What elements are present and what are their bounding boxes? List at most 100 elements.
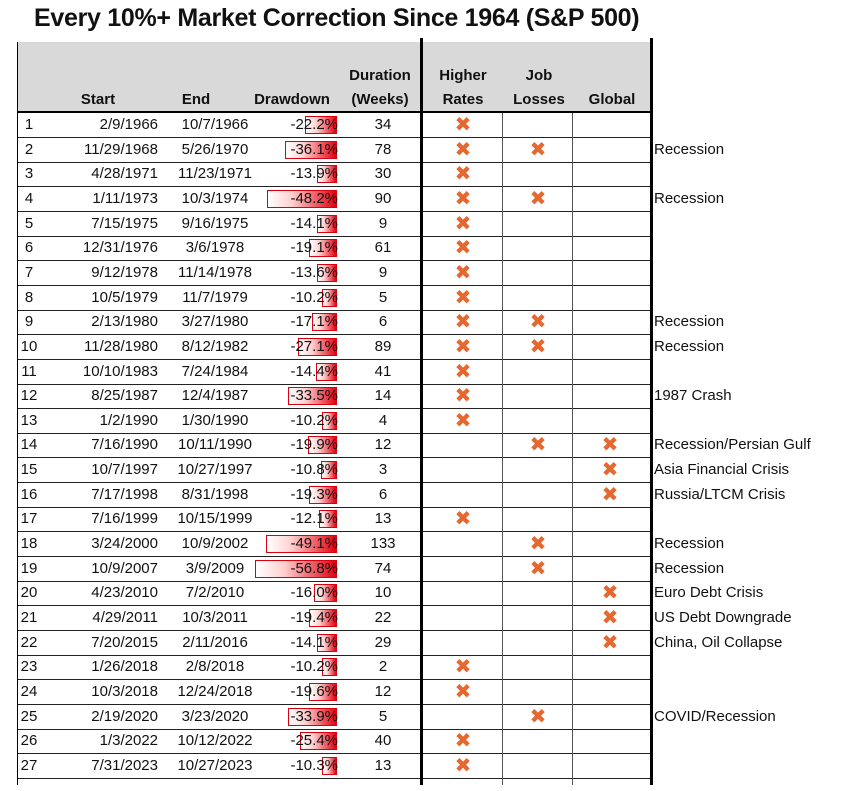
table-row: 4 1/11/1973 10/3/1974 -48.2% 90 ✖ ✖ bbox=[18, 187, 650, 212]
start-date: 1/26/2018 bbox=[91, 658, 158, 676]
end-date: 12/24/2018 bbox=[177, 682, 253, 700]
row-number: 24 bbox=[20, 682, 38, 700]
start-date: 7/17/1998 bbox=[91, 485, 158, 503]
start-date: 2/9/1966 bbox=[99, 116, 158, 133]
drawdown-value: -14.4% bbox=[290, 362, 338, 380]
row-number: 26 bbox=[20, 732, 38, 750]
table-row: 8 10/5/1979 11/7/1979 -10.2% 5 ✖ bbox=[18, 286, 650, 311]
rates-x-icon: ✖ bbox=[454, 163, 472, 186]
header-duration-line1: Duration bbox=[349, 67, 411, 84]
drawdown-bar bbox=[308, 682, 337, 701]
header-jobs-line2: Losses bbox=[513, 91, 565, 108]
drawdown-value: -10.3% bbox=[290, 756, 338, 774]
rates-x-icon: ✖ bbox=[454, 680, 472, 703]
drawdown-value: -16.0% bbox=[290, 584, 338, 602]
drawdown-bar bbox=[319, 510, 337, 529]
drawdown-value: -22.2% bbox=[290, 116, 338, 133]
header-rates-line1: Higher bbox=[439, 67, 487, 84]
jobs-x-icon: ✖ bbox=[529, 335, 547, 358]
end-date: 11/23/1971 bbox=[178, 165, 252, 183]
duration-weeks: 74 bbox=[374, 559, 392, 577]
rates-x-icon: ✖ bbox=[454, 656, 472, 679]
jobs-x-icon: ✖ bbox=[529, 187, 547, 210]
table-row: 22 7/20/2015 2/11/2016 -14.1% 29 ✖ bbox=[18, 631, 650, 656]
drawdown-value: -19.9% bbox=[290, 436, 338, 454]
table-row: 7 9/12/1978 11/14/1978 -13.6% 9 ✖ bbox=[18, 261, 650, 286]
duration-weeks: 2 bbox=[378, 658, 388, 676]
jobs-x-icon: ✖ bbox=[529, 705, 547, 728]
duration-weeks: 61 bbox=[374, 239, 392, 257]
rates-x-icon: ✖ bbox=[454, 360, 472, 383]
jobs-x-icon: ✖ bbox=[529, 138, 547, 161]
end-date: 10/27/2023 bbox=[177, 756, 253, 774]
duration-weeks: 34 bbox=[374, 116, 392, 133]
drawdown-value: -56.8% bbox=[290, 559, 338, 577]
event-note: Asia Financial Crisis bbox=[654, 461, 790, 479]
start-date: 10/10/1983 bbox=[82, 362, 158, 380]
end-date: 8/12/1982 bbox=[181, 337, 249, 355]
end-date: 5/26/1970 bbox=[181, 140, 249, 158]
jobs-x-icon: ✖ bbox=[529, 434, 547, 457]
table-row: 23 1/26/2018 2/8/2018 -10.2% 2 ✖ bbox=[18, 655, 650, 681]
header-global: Global bbox=[588, 91, 636, 108]
table-row: 19 10/9/2007 3/9/2009 -56.8% 74 ✖ bbox=[18, 557, 650, 582]
global-x-icon: ✖ bbox=[601, 607, 619, 629]
end-date: 8/31/1998 bbox=[181, 485, 249, 503]
drawdown-value: -19.4% bbox=[290, 609, 338, 626]
table-row: 1 2/9/1966 10/7/1966 -22.2% 34 ✖ bbox=[18, 113, 650, 138]
rates-x-icon: ✖ bbox=[454, 114, 472, 136]
start-date: 4/29/2011 bbox=[92, 609, 158, 626]
start-date: 2/19/2020 bbox=[91, 707, 158, 725]
drawdown-bar bbox=[309, 239, 337, 258]
row-number: 12 bbox=[20, 387, 38, 405]
start-date: 10/5/1979 bbox=[91, 288, 158, 306]
drawdown-value: -48.2% bbox=[290, 189, 338, 207]
duration-weeks: 41 bbox=[374, 362, 392, 380]
end-date: 2/8/2018 bbox=[185, 658, 245, 676]
event-note: Recession bbox=[654, 337, 725, 355]
end-date: 11/14/1978 bbox=[178, 263, 252, 281]
drawdown-bar bbox=[316, 633, 337, 652]
start-date: 11/28/1980 bbox=[84, 337, 158, 355]
drawdown-value: -27.1% bbox=[290, 337, 338, 355]
start-date: 9/12/1978 bbox=[91, 263, 158, 281]
duration-weeks: 5 bbox=[378, 707, 388, 725]
rates-x-icon: ✖ bbox=[454, 237, 472, 260]
jobs-x-icon: ✖ bbox=[529, 557, 547, 580]
drawdown-value: -10.2% bbox=[290, 658, 338, 676]
table-row: 27 7/31/2023 10/27/2023 -10.3% 13 ✖ bbox=[18, 754, 650, 779]
row-number: 15 bbox=[20, 461, 38, 479]
duration-weeks: 3 bbox=[378, 461, 388, 479]
global-x-icon: ✖ bbox=[601, 459, 619, 482]
duration-weeks: 4 bbox=[378, 411, 388, 429]
global-x-icon: ✖ bbox=[601, 483, 619, 506]
end-date: 9/16/1975 bbox=[181, 214, 249, 232]
end-date: 2/11/2016 bbox=[182, 633, 248, 651]
row-number: 6 bbox=[24, 239, 34, 257]
duration-weeks: 13 bbox=[374, 756, 392, 774]
drawdown-bar bbox=[308, 609, 337, 627]
header-duration: Duration (Weeks) bbox=[340, 64, 420, 112]
start-date: 7/15/1975 bbox=[91, 214, 158, 232]
rates-x-icon: ✖ bbox=[454, 286, 472, 309]
table-row: 3 4/28/1971 11/23/1971 -13.9% 30 ✖ bbox=[18, 162, 650, 188]
row-number: 16 bbox=[20, 485, 38, 503]
drawdown-bar bbox=[287, 707, 337, 726]
jobs-x-icon: ✖ bbox=[529, 533, 547, 556]
end-date: 10/3/1974 bbox=[181, 189, 249, 207]
header-job-losses: Job Losses bbox=[504, 64, 574, 112]
drawdown-bar bbox=[309, 485, 337, 504]
table-row: 6 12/31/1976 3/6/1978 -19.1% 61 ✖ bbox=[18, 236, 650, 262]
row-number: 8 bbox=[24, 288, 34, 306]
drawdown-value: -14.1% bbox=[290, 633, 338, 651]
drawdown-bar bbox=[322, 658, 337, 677]
start-date: 11/29/1968 bbox=[84, 140, 158, 158]
duration-weeks: 13 bbox=[374, 510, 392, 528]
end-date: 3/23/2020 bbox=[181, 707, 249, 725]
duration-weeks: 90 bbox=[374, 189, 392, 207]
duration-weeks: 9 bbox=[378, 214, 388, 232]
drawdown-bar bbox=[288, 387, 337, 406]
duration-weeks: 12 bbox=[374, 436, 392, 454]
end-date: 3/9/2009 bbox=[185, 559, 245, 577]
header-rates-line2: Rates bbox=[442, 91, 484, 108]
